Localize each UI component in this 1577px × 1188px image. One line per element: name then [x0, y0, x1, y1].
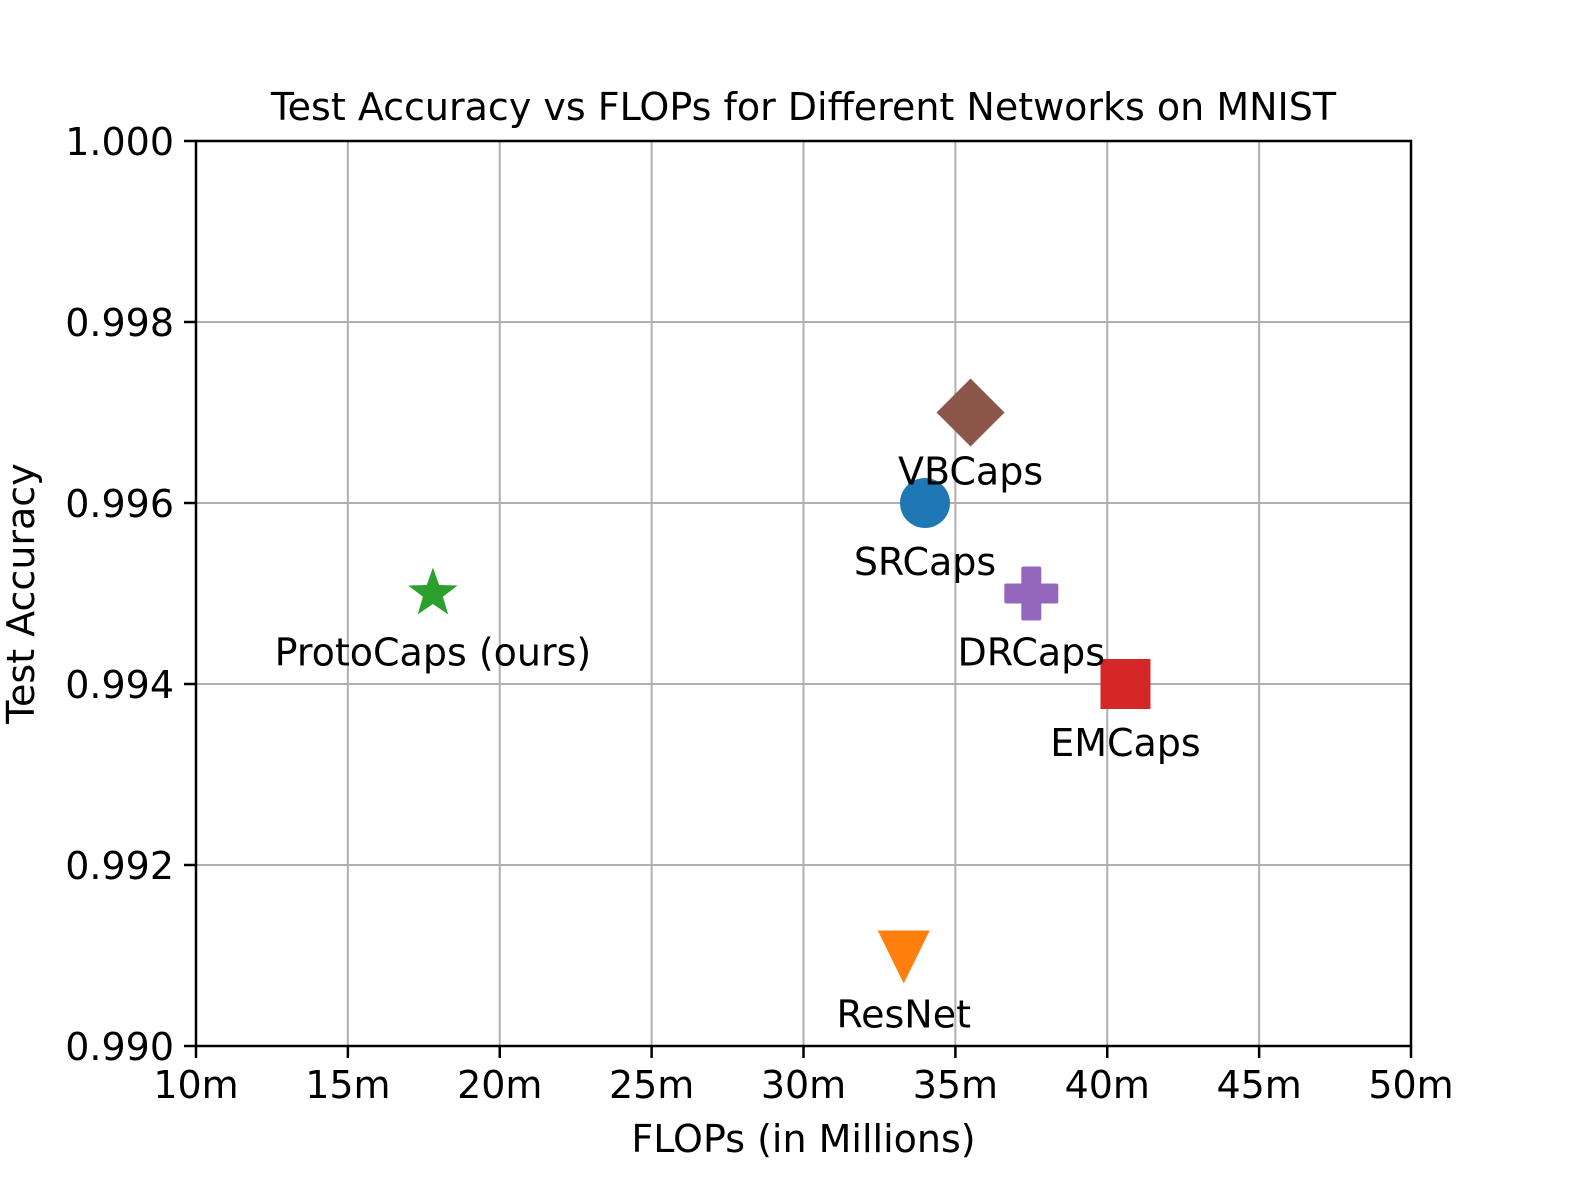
x-tick-label: 10m: [153, 1063, 238, 1107]
x-tick-label: 50m: [1368, 1063, 1453, 1107]
y-tick-label: 0.994: [65, 663, 174, 707]
point-labels: ProtoCaps (ours) ResNet SRCaps VBCaps DRCaps…: [275, 450, 1201, 1037]
emcaps-marker: [1100, 659, 1151, 709]
srcaps-label: SRCaps: [854, 540, 996, 584]
x-tick-label: 20m: [457, 1063, 542, 1107]
data-points: [408, 378, 1151, 984]
y-tick-label: 0.990: [65, 1025, 174, 1069]
emcaps-label: EMCaps: [1050, 721, 1201, 765]
resnet-label: ResNet: [836, 993, 971, 1037]
y-tick-label: 0.992: [65, 844, 174, 888]
axes-ticks: 10m 15m 20m 25m 30m 35m 40m 45m 50m 0.990 0.992 0.9…: [65, 120, 1453, 1107]
vbcaps-label: VBCaps: [898, 450, 1043, 494]
grid: [195, 140, 1412, 1047]
protocaps-ours-label: ProtoCaps (ours): [275, 631, 592, 675]
y-tick-label: 0.996: [65, 482, 174, 526]
vbcaps-marker: [936, 378, 1005, 447]
x-tick-label: 15m: [305, 1063, 390, 1107]
x-tick-label: 30m: [761, 1063, 846, 1107]
x-tick-label: 25m: [609, 1063, 694, 1107]
y-tick-label: 0.998: [65, 301, 174, 345]
y-axis-label: Test Accuracy: [0, 463, 43, 724]
x-tick-label: 35m: [913, 1063, 998, 1107]
y-tick-label: 1.000: [65, 120, 174, 164]
protocaps-ours-marker: [408, 567, 458, 615]
resnet-marker: [877, 930, 930, 984]
chart-title: Test Accuracy vs FLOPs for Different Net…: [270, 85, 1337, 129]
x-tick-label: 45m: [1216, 1063, 1301, 1107]
x-tick-label: 40m: [1065, 1063, 1150, 1107]
drcaps-marker: [1004, 566, 1059, 621]
x-axis-label: FLOPs (in Millions): [631, 1117, 975, 1161]
srcaps-marker: [900, 478, 950, 528]
drcaps-label: DRCaps: [958, 631, 1106, 675]
